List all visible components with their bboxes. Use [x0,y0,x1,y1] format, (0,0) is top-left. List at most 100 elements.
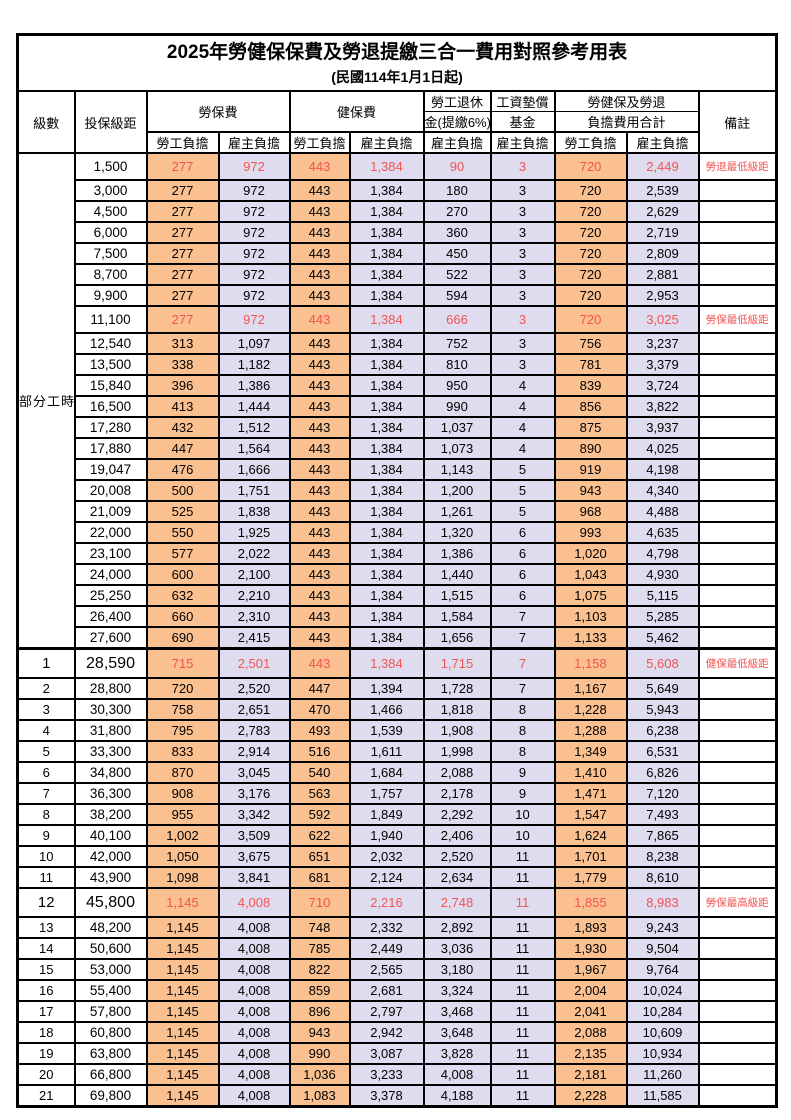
fee-cell: 4,340 [625,479,700,502]
fee-cell: 1,145 [145,937,220,960]
table-row: 19,047 476 1,666 443 1,384 1,143 5 919 4,198 [18,458,778,481]
bracket-cell: 17,280 [73,416,148,439]
table-row: 部分工時 1,500 277 972 443 1,384 90 3 720 2,449 勞退最低級距 [16,152,778,650]
fee-cell: 443 [288,563,351,586]
fee-cell: 1,145 [145,979,220,1002]
fee-cell: 9,243 [625,916,700,939]
fee-cell: 896 [288,1000,351,1023]
fee-cell: 443 [288,626,351,650]
table-row: 14 50,600 1,145 4,008 785 2,449 3,036 11 1,930 9,… [16,937,778,960]
fee-cell: 1,097 [217,332,291,355]
fee-cell: 990 [288,1042,351,1065]
table-row: 20 66,800 1,145 4,008 1,036 3,233 4,008 11 2,181… [16,1063,778,1086]
fee-cell: 1,384 [348,263,425,286]
fee-cell: 7 [489,605,556,628]
fee-cell: 3 [489,353,556,376]
fee-cell: 720 [553,221,628,244]
note-cell [697,677,778,700]
fee-cell: 10 [489,824,556,847]
subheader-labor-employer: 雇主負擔 [217,131,291,154]
fee-cell: 1,384 [348,179,425,202]
fee-cell: 943 [553,479,628,502]
bracket-cell: 11,100 [73,305,148,334]
fee-cell: 1,145 [145,1042,220,1065]
table-row: 4,500 277 972 443 1,384 270 3 720 2,629 [18,200,778,223]
table-row: 23,100 577 2,022 443 1,384 1,386 6 1,020 4,798 [18,542,778,565]
col-header-note: 備註 [697,90,778,154]
table-row: 22,000 550 1,925 443 1,384 1,320 6 993 4,635 [18,521,778,544]
note-cell [697,937,778,960]
fee-cell: 2,565 [348,958,425,981]
table-row: 17,280 432 1,512 443 1,384 1,037 4 875 3,937 [18,416,778,439]
fee-cell: 4,198 [625,458,700,481]
fee-cell: 1,384 [348,500,425,523]
fee-cell: 594 [422,284,492,307]
table-row: 21 69,800 1,145 4,008 1,083 3,378 4,188 11 2,228… [16,1084,778,1108]
subheader-pension-employer: 雇主負擔 [422,131,492,154]
fee-cell: 443 [288,479,351,502]
fee-cell: 443 [288,584,351,607]
subheader-total-employer: 雇主負擔 [625,131,700,154]
fee-cell: 839 [553,374,628,397]
fee-cell: 550 [145,521,220,544]
fee-cell: 277 [145,179,220,202]
note-cell [697,1084,778,1108]
fee-cell: 1,384 [348,200,425,223]
fee-cell: 1,384 [348,284,425,307]
fee-cell: 968 [553,500,628,523]
note-cell [697,395,778,418]
fee-cell: 993 [553,521,628,544]
table-row: 15 53,000 1,145 4,008 822 2,565 3,180 11 1,967 9,… [16,958,778,981]
fee-cell: 1,539 [348,719,425,742]
note-cell [697,542,778,565]
table-row: 13 48,200 1,145 4,008 748 2,332 2,892 11 1,893 9,… [16,916,778,939]
fee-cell: 2,022 [217,542,291,565]
fee-cell: 2,942 [348,1021,425,1044]
fee-cell: 470 [288,698,351,721]
fee-cell: 8,610 [625,866,700,889]
fee-cell: 11 [489,887,556,918]
fee-cell: 720 [553,200,628,223]
fee-cell: 2,783 [217,719,291,742]
bracket-cell: 50,600 [73,937,148,960]
table-title-block: 2025年勞健保保費及勞退提繳三合一費用對照參考用表 (民國114年1月1日起) [16,33,778,92]
note-cell [697,284,778,307]
fee-cell: 2,210 [217,584,291,607]
fee-cell: 3,342 [217,803,291,826]
header-row-2: 金(提繳6%) 基金 負擔費用合計 [18,111,777,133]
table-row: 27,600 690 2,415 443 1,384 1,656 7 1,133 5,462 [18,626,778,650]
fee-cell: 443 [288,605,351,628]
fee-cell: 3,379 [625,353,700,376]
bracket-cell: 60,800 [73,1021,148,1044]
bracket-cell: 53,000 [73,958,148,981]
note-cell [697,179,778,202]
col-header-pension-line1: 勞工退休 [422,90,492,112]
fee-cell: 666 [422,305,492,334]
fee-cell: 2,088 [553,1021,628,1044]
fee-cell: 277 [145,242,220,265]
level-cell: 8 [16,803,76,826]
note-cell [697,416,778,439]
fee-cell: 500 [145,479,220,502]
fee-cell: 1,133 [553,626,628,650]
fee-cell: 443 [288,353,351,376]
fee-cell: 443 [288,647,351,679]
fee-cell: 1,075 [553,584,628,607]
fee-cell: 720 [553,284,628,307]
fee-cell: 443 [288,179,351,202]
fee-cell: 3,841 [217,866,291,889]
level-cell: 10 [16,845,76,868]
fee-cell: 2,501 [217,647,291,679]
note-cell [697,698,778,721]
table-body: 部分工時 1,500 277 972 443 1,384 90 3 720 2,449 勞退最低級距… [16,152,778,1108]
fee-cell: 1,386 [217,374,291,397]
fee-cell: 1,684 [348,761,425,784]
fee-cell: 1,384 [348,626,425,650]
fee-cell: 1,386 [422,542,492,565]
table-row: 16,500 413 1,444 443 1,384 990 4 856 3,822 [18,395,778,418]
fee-cell: 277 [145,221,220,244]
fee-cell: 2,881 [625,263,700,286]
fee-cell: 2,406 [422,824,492,847]
fee-cell: 1,818 [422,698,492,721]
fee-cell: 6 [489,521,556,544]
